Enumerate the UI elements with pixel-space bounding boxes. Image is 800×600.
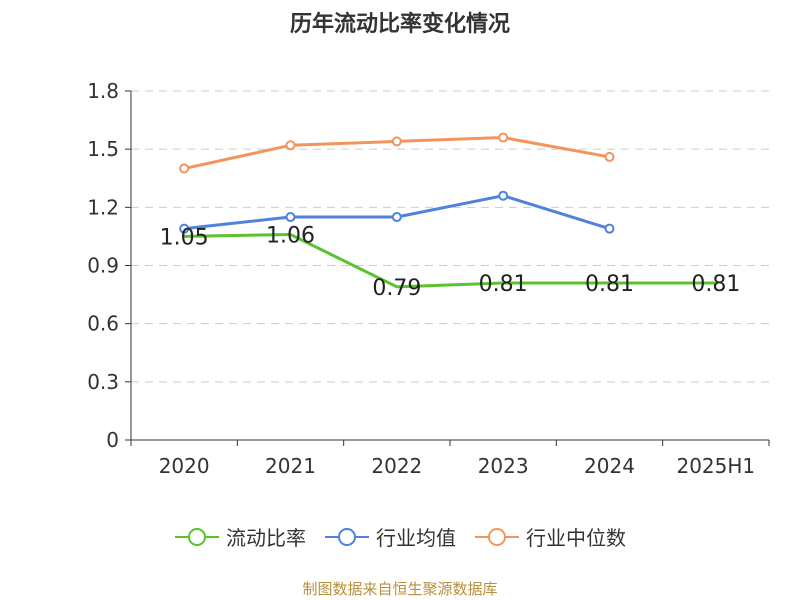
data-point — [285, 212, 296, 223]
data-point — [179, 223, 190, 234]
legend-label: 流动比率 — [226, 526, 306, 550]
data-label: 1.05 — [160, 225, 209, 250]
y-tick-label: 1.8 — [87, 79, 119, 103]
y-tick-label: 1.2 — [87, 195, 119, 219]
chart-title: 历年流动比率变化情况 — [289, 12, 510, 37]
y-tick-label: 0.3 — [87, 370, 119, 394]
legend-swatch-marker — [188, 527, 206, 546]
x-tick-label: 2022 — [371, 454, 422, 478]
legend-item[interactable]: 流动比率 — [174, 522, 306, 551]
x-tick-label: 2024 — [584, 454, 635, 478]
y-tick-label: 0.9 — [87, 254, 119, 278]
legend-swatch-marker — [338, 527, 356, 546]
x-tick-label: 2025H1 — [676, 454, 755, 478]
data-point — [285, 140, 296, 151]
legend-swatch-icon — [175, 527, 219, 546]
series-line — [182, 232, 718, 289]
data-label: 0.81 — [585, 272, 634, 297]
x-tick-label: 2020 — [159, 454, 210, 478]
y-tick-label: 1.5 — [87, 137, 119, 161]
data-point — [498, 190, 509, 201]
data-point — [604, 223, 615, 234]
data-point — [391, 212, 402, 223]
data-point — [498, 132, 509, 143]
source-note: 制图数据来自恒生聚源数据库 — [302, 580, 498, 598]
data-point — [604, 151, 615, 162]
legend-label: 行业中位数 — [526, 526, 626, 550]
x-tick-label: 2021 — [265, 454, 316, 478]
data-label: 0.81 — [479, 272, 528, 297]
y-tick-label: 0.6 — [87, 312, 119, 336]
x-tick-label: 2023 — [478, 454, 529, 478]
data-point — [179, 163, 190, 174]
series-layer — [179, 132, 718, 289]
legend: 流动比率 行业均值 行业中位数 — [0, 522, 800, 551]
legend-item[interactable]: 行业均值 — [324, 522, 456, 551]
axes: 0 0.3 0.6 0.9 1.2 1.5 1.8 2020 2021 2022 2023 2024 2… — [87, 79, 770, 478]
legend-swatch-icon — [325, 527, 369, 546]
y-tick-label: 0 — [106, 428, 119, 452]
legend-swatch-marker — [488, 527, 506, 546]
data-label: 0.81 — [691, 272, 740, 297]
data-label: 1.06 — [266, 223, 315, 248]
legend-item[interactable]: 行业中位数 — [474, 522, 626, 551]
data-labels: 1.05 1.06 0.79 0.81 0.81 0.81 — [160, 223, 741, 300]
legend-label: 行业均值 — [376, 526, 456, 550]
data-point — [391, 136, 402, 147]
data-label: 0.79 — [372, 276, 421, 301]
legend-swatch-icon — [475, 527, 519, 546]
